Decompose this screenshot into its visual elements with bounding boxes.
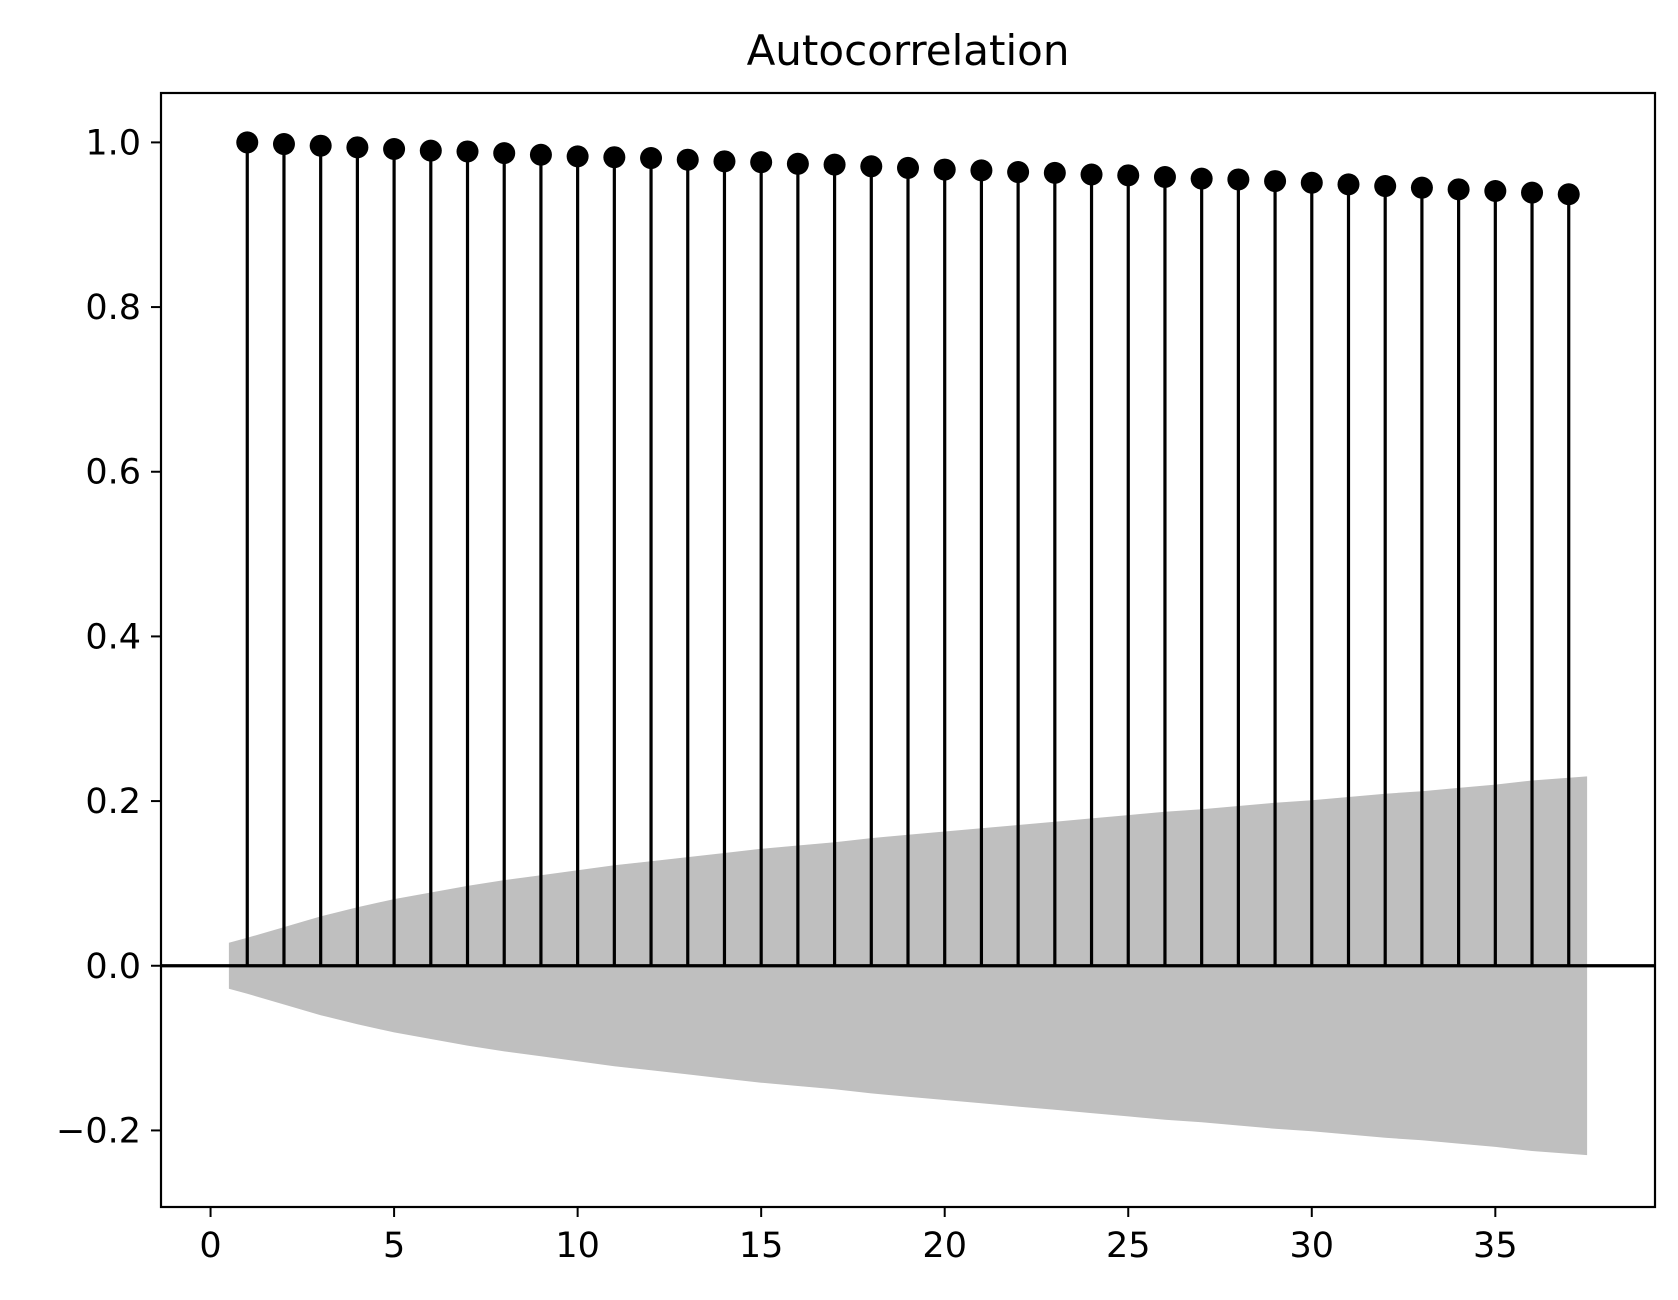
y-tick-label: 0.4 — [85, 617, 141, 657]
acf-point — [676, 148, 699, 171]
acf-point — [933, 158, 956, 181]
acf-point — [1190, 167, 1213, 190]
y-tick-label: 0.8 — [85, 288, 141, 328]
acf-point — [1080, 163, 1103, 186]
x-tick-label: 10 — [555, 1226, 600, 1266]
x-tick-label: 5 — [383, 1226, 405, 1266]
y-tick-label: −0.2 — [56, 1111, 141, 1151]
acf-point — [272, 133, 295, 156]
plot-frame — [159, 91, 1657, 1209]
x-tick-label: 20 — [922, 1226, 967, 1266]
acf-point — [603, 146, 626, 169]
acf-point — [1410, 176, 1433, 199]
acf-point — [1337, 173, 1360, 196]
acf-point — [1521, 181, 1544, 204]
acf-point — [383, 137, 406, 160]
acf-point — [1227, 168, 1250, 191]
acf-point — [713, 150, 736, 173]
y-tick-label: 1.0 — [85, 123, 141, 163]
acf-point — [860, 155, 883, 178]
x-tick-label: 15 — [739, 1226, 784, 1266]
acf-point — [1300, 171, 1323, 194]
acf-point — [1153, 165, 1176, 188]
markers-layer — [236, 131, 1580, 206]
y-tick-label: 0.0 — [85, 947, 141, 987]
acf-point — [1007, 161, 1030, 184]
acf-point — [786, 152, 809, 175]
acf-point — [346, 136, 369, 159]
acf-point — [309, 134, 332, 157]
x-tick-label: 35 — [1473, 1226, 1518, 1266]
y-axis: −0.2 0.0 0.2 0.4 0.6 0.8 1.0 — [56, 123, 161, 1151]
y-tick-label: 0.2 — [85, 782, 141, 822]
acf-point — [1484, 179, 1507, 202]
y-tick-label: 0.6 — [85, 453, 141, 493]
stems-layer — [245, 142, 1571, 966]
acf-point — [456, 140, 479, 163]
acf-point — [970, 159, 993, 182]
x-tick-label: 30 — [1290, 1226, 1335, 1266]
acf-point — [1117, 164, 1140, 187]
acf-point — [529, 143, 552, 166]
acf-point — [236, 131, 259, 154]
acf-point — [566, 145, 589, 168]
x-tick-label: 0 — [199, 1226, 221, 1266]
x-axis: 0 5 10 15 20 25 30 35 — [199, 1207, 1518, 1266]
acf-point — [640, 147, 663, 170]
acf-point — [493, 142, 516, 165]
x-tick-label: 25 — [1106, 1226, 1151, 1266]
acf-point — [1264, 170, 1287, 193]
acf-point — [419, 139, 442, 162]
acf-point — [750, 151, 773, 174]
acf-point — [1557, 183, 1580, 206]
acf-point — [1447, 178, 1470, 201]
acf-point — [823, 153, 846, 176]
acf-point — [897, 156, 919, 179]
acf-point — [1043, 161, 1066, 184]
acf-point — [1374, 175, 1397, 198]
chart-title: Autocorrelation — [747, 26, 1070, 75]
